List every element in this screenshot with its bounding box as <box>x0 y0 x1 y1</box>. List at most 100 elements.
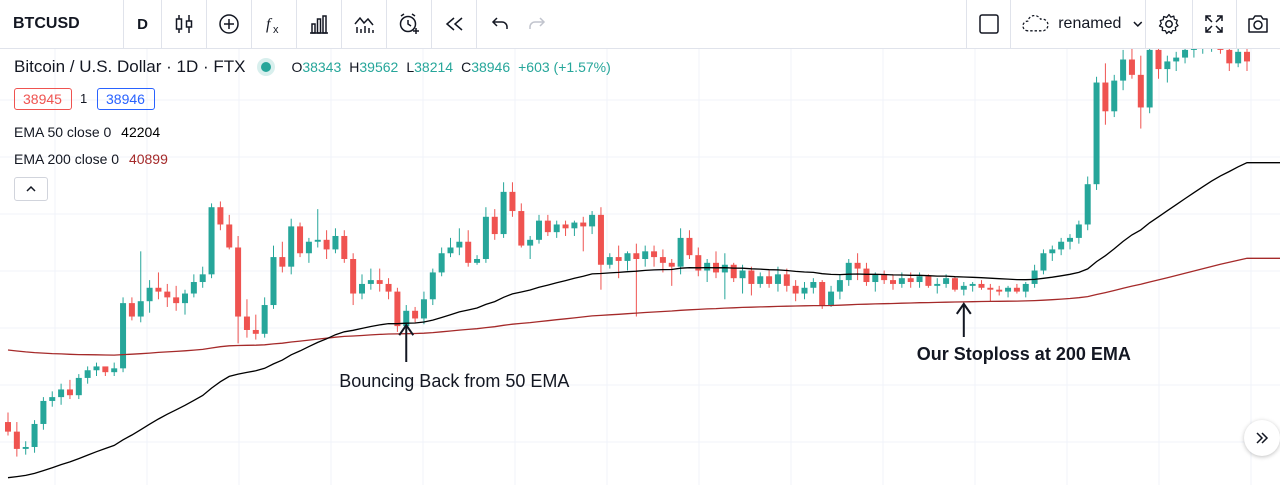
ema50-legend[interactable]: EMA 50 close 0 42204 <box>14 124 160 140</box>
templates-button[interactable] <box>342 0 387 48</box>
candle-body <box>916 276 923 283</box>
candle-body <box>748 270 755 284</box>
chart-type-button[interactable] <box>162 0 207 48</box>
candle-body <box>288 226 295 267</box>
cloud-icon <box>1022 15 1049 32</box>
candle-body <box>367 280 374 284</box>
candle-body <box>120 303 127 369</box>
candle-body <box>93 366 100 371</box>
candle-body <box>75 377 82 396</box>
candle-body <box>1093 82 1100 185</box>
candle-body <box>633 253 640 259</box>
candle-body <box>704 262 711 271</box>
candle-body <box>783 274 790 286</box>
settings-button[interactable] <box>1146 0 1193 48</box>
candle-body <box>182 293 188 304</box>
candle-body <box>58 389 65 398</box>
candle-body <box>474 259 481 263</box>
candle-body <box>1128 59 1135 75</box>
candle-body <box>456 241 463 248</box>
candle-body <box>1137 74 1144 108</box>
candle-body <box>571 222 578 229</box>
candle-body <box>978 283 985 288</box>
candle-body <box>1102 82 1109 112</box>
symbol-title[interactable]: Bitcoin / U.S. Dollar · 1D · FTX <box>14 57 246 76</box>
open-label: O <box>291 59 303 75</box>
compare-button[interactable] <box>207 0 252 48</box>
candle-body <box>5 422 11 432</box>
buy-price-button[interactable]: 38946 <box>97 88 155 110</box>
fullscreen-button[interactable] <box>1192 0 1237 48</box>
candle-body <box>969 283 976 286</box>
ema200-value: 40899 <box>128 151 168 167</box>
indicators-icon <box>354 16 374 33</box>
financials-button[interactable] <box>297 0 342 48</box>
candle-body <box>651 251 658 258</box>
candle-body <box>527 239 534 246</box>
layout-menu[interactable]: renamed <box>1010 0 1146 48</box>
candle-body <box>1058 241 1065 250</box>
ema50-value: 42204 <box>121 124 161 140</box>
annotation-text: Our Stoploss at 200 EMA <box>917 344 1131 364</box>
candle-body <box>323 239 330 250</box>
candle-body <box>659 257 666 263</box>
candle-body <box>677 237 684 267</box>
candle-body <box>1155 49 1162 70</box>
candle-body <box>721 264 728 273</box>
candle-body <box>907 278 914 283</box>
layout-name: renamed <box>1058 15 1122 32</box>
candle-body <box>580 222 587 227</box>
candle-body <box>872 274 879 283</box>
candle-body <box>1013 287 1020 292</box>
candle-body <box>137 301 144 317</box>
candle-body <box>1120 59 1127 81</box>
candle-body <box>1173 57 1180 62</box>
candle-body <box>686 237 693 256</box>
alert-button[interactable] <box>387 0 432 48</box>
candle-body <box>297 226 304 254</box>
candle-body <box>350 259 357 294</box>
candle-body <box>695 255 702 271</box>
candle-body <box>730 264 737 279</box>
candle-body <box>1067 237 1073 242</box>
double-chevron-right-icon <box>1256 432 1269 444</box>
sell-price-button[interactable]: 38945 <box>14 88 72 110</box>
collapse-legend-button[interactable] <box>14 177 48 201</box>
candle-body <box>420 299 427 319</box>
candle-body <box>465 241 472 263</box>
undo-button[interactable] <box>477 0 522 48</box>
candle-body <box>40 400 47 424</box>
candle-body <box>102 366 109 373</box>
replay-button[interactable] <box>432 0 477 48</box>
candle-body <box>624 253 631 261</box>
candle-body <box>332 235 339 250</box>
candle-body <box>31 423 38 447</box>
candle-body <box>934 283 941 286</box>
symbol-search[interactable]: BTCUSD <box>0 0 124 48</box>
interval-selector[interactable]: D <box>124 0 162 48</box>
open-value: 38343 <box>302 59 342 75</box>
close-label: C <box>461 59 472 75</box>
candle-body <box>173 297 180 304</box>
candle-body <box>615 257 622 261</box>
scroll-to-realtime-button[interactable] <box>1244 420 1280 456</box>
high-label: H <box>349 59 360 75</box>
ema200-legend[interactable]: EMA 200 close 0 40899 <box>14 151 168 167</box>
alert-clock-icon <box>399 13 419 34</box>
candles-icon <box>175 15 193 33</box>
candle-body <box>341 235 348 259</box>
candle-body <box>987 287 994 290</box>
svg-text:f: f <box>266 16 273 33</box>
candle-body <box>828 291 835 306</box>
candle-body <box>1111 80 1118 112</box>
snapshot-button[interactable] <box>1236 0 1280 48</box>
redo-button[interactable] <box>522 0 552 48</box>
candle-body <box>66 389 73 396</box>
candle-body <box>597 214 604 265</box>
candle-body <box>925 276 932 286</box>
candle-body <box>943 278 950 284</box>
layout-square-button[interactable] <box>966 0 1011 48</box>
